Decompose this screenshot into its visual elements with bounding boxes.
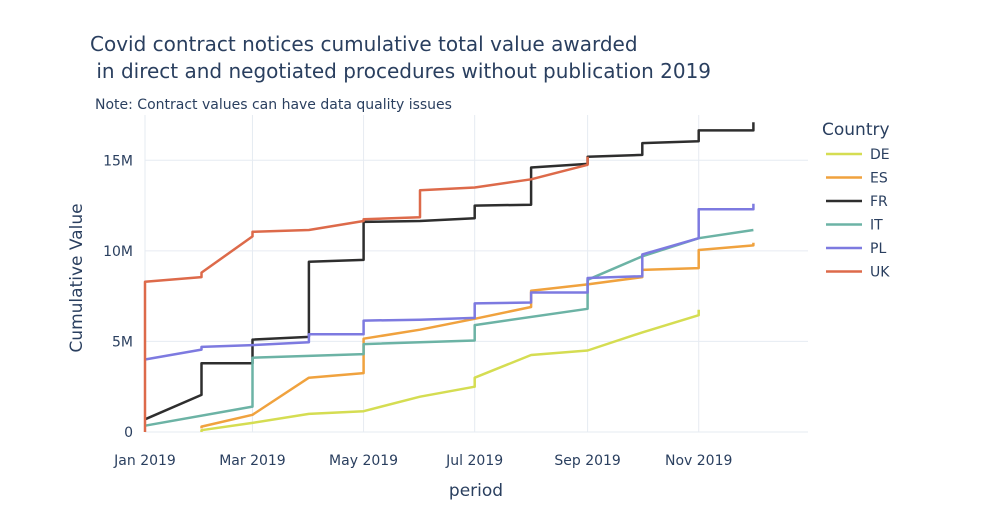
- y-tick-label: 0: [124, 425, 133, 441]
- y-axis-ticks: 0 5M 10M 15M: [103, 153, 133, 441]
- x-tick-label: Jul 2019: [445, 453, 503, 469]
- legend-title: Country: [822, 120, 890, 140]
- x-tick-label: Nov 2019: [665, 453, 732, 469]
- chart-title-line2: in direct and negotiated procedures with…: [90, 59, 711, 83]
- series-line-de: [200, 309, 700, 432]
- series-line-fr: [144, 122, 755, 421]
- x-axis-title: period: [449, 481, 503, 501]
- series-line-es: [200, 242, 755, 429]
- x-tick-label: Mar 2019: [219, 453, 286, 469]
- x-axis-ticks: Jan 2019 Mar 2019 May 2019 Jul 2019 Sep 2019…: [113, 453, 732, 469]
- legend-label-de: DE: [870, 147, 890, 163]
- series-lines: [143, 122, 755, 432]
- grid-lines: [144, 115, 808, 433]
- y-tick-label: 5M: [112, 334, 133, 350]
- legend-label-pl: PL: [870, 241, 886, 257]
- legend-label-uk: UK: [870, 265, 890, 281]
- x-tick-label: Jan 2019: [113, 453, 176, 469]
- x-tick-label: May 2019: [329, 453, 398, 469]
- legend-label-es: ES: [870, 171, 888, 187]
- series-line-pl: [144, 203, 755, 361]
- legend-label-fr: FR: [870, 194, 888, 210]
- y-tick-label: 15M: [103, 153, 133, 169]
- y-tick-label: 10M: [103, 244, 133, 260]
- legend-label-it: IT: [870, 218, 883, 234]
- x-tick-label: Sep 2019: [554, 453, 620, 469]
- chart-title-line1: Covid contract notices cumulative total …: [90, 32, 638, 56]
- series-line-it: [144, 228, 754, 427]
- chart-note: Note: Contract values can have data qual…: [95, 97, 452, 113]
- series-line-uk: [143, 156, 589, 432]
- y-axis-title: Cumulative Value: [67, 203, 87, 352]
- legend: Country DE ES FR IT PL UK: [822, 120, 890, 281]
